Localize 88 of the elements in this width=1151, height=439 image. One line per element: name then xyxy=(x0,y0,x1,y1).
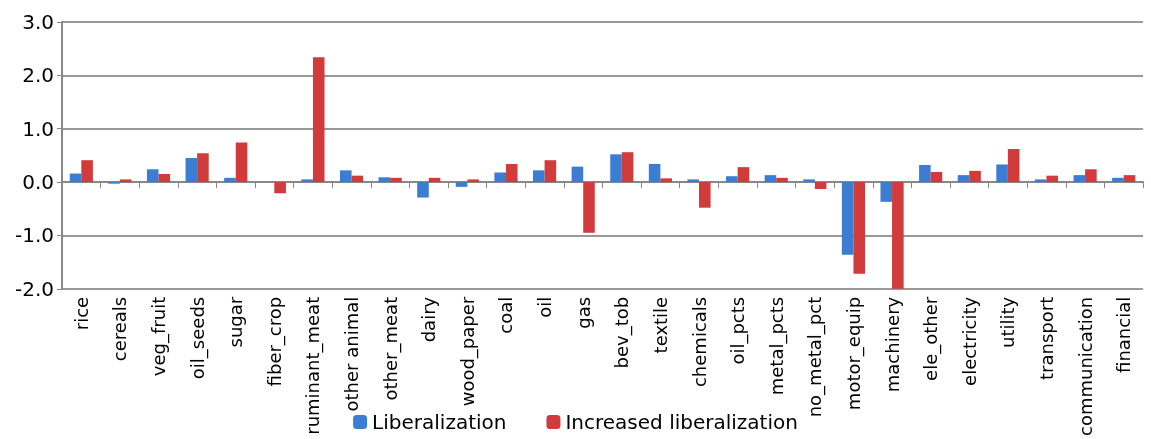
x-tick-label: other animal xyxy=(341,296,363,412)
bar xyxy=(726,176,738,183)
x-tick-label: metal_pcts xyxy=(765,296,788,396)
bar xyxy=(687,179,700,183)
x-tick-label: bev_tob xyxy=(611,296,634,369)
y-tick-label: 1.0 xyxy=(22,116,54,141)
bar xyxy=(467,179,479,183)
legend-label: Liberalization xyxy=(372,410,507,434)
bar xyxy=(776,177,788,183)
bar xyxy=(957,175,970,183)
x-tick-label: coal xyxy=(495,296,517,334)
y-tick-label: 3.0 xyxy=(22,10,54,34)
bar xyxy=(919,165,931,183)
y-tick-label: -1.0 xyxy=(14,223,54,248)
bar xyxy=(996,164,1008,183)
bar xyxy=(1034,179,1047,183)
x-tick-label: no_metal_pct xyxy=(804,296,827,418)
bar xyxy=(185,158,198,183)
bar xyxy=(880,182,893,202)
x-tick-label: gas xyxy=(572,296,594,329)
x-tick-label: cereals xyxy=(109,296,131,362)
x-tick-label: veg_fruit xyxy=(148,296,171,377)
x-tick-label: motor_equip xyxy=(842,296,865,411)
bar xyxy=(1073,175,1086,183)
y-tick-label: -2.0 xyxy=(14,276,54,301)
x-tick-label: other_meat xyxy=(379,296,402,401)
bar xyxy=(158,174,171,183)
bar xyxy=(892,182,904,289)
bar xyxy=(224,177,236,183)
x-tick-label: rice xyxy=(70,296,92,331)
x-tick-label: chemicals xyxy=(688,296,710,388)
bar xyxy=(583,182,595,233)
bar xyxy=(455,182,468,187)
bar xyxy=(621,152,634,183)
bar xyxy=(648,163,661,183)
x-tick-label: ruminant_meat xyxy=(302,296,325,435)
bar xyxy=(1007,149,1020,183)
bar xyxy=(1112,177,1124,183)
x-tick-label: communication xyxy=(1074,296,1096,436)
bar xyxy=(1085,169,1097,183)
bar xyxy=(119,179,132,183)
bar xyxy=(417,182,429,198)
y-tick-label: 0.0 xyxy=(22,170,54,195)
bar xyxy=(235,142,248,183)
bar xyxy=(969,170,981,183)
bar xyxy=(737,167,750,183)
bar xyxy=(146,169,159,183)
bar xyxy=(699,182,711,208)
x-tick-label: dairy xyxy=(418,296,440,343)
bar xyxy=(1123,175,1136,183)
bar xyxy=(378,177,391,183)
bar xyxy=(301,179,313,183)
bar xyxy=(428,177,441,183)
x-tick-label: wood_paper xyxy=(456,296,479,407)
bar xyxy=(764,175,777,183)
bar xyxy=(571,166,584,183)
x-tick-label: fiber_crop xyxy=(263,296,286,387)
bar xyxy=(390,177,402,183)
bar xyxy=(494,172,506,183)
bar xyxy=(803,179,815,183)
x-tick-label: machinery xyxy=(881,296,903,393)
x-tick-label: ele_other xyxy=(920,296,943,381)
bar xyxy=(339,170,352,183)
bar xyxy=(1046,175,1059,183)
bar xyxy=(544,160,557,183)
bar xyxy=(853,182,866,274)
x-tick-label: transport xyxy=(1035,296,1057,380)
bar xyxy=(930,171,943,183)
y-tick-label: 2.0 xyxy=(22,63,54,88)
x-tick-label: oil xyxy=(534,296,556,318)
bar xyxy=(505,163,518,183)
bar xyxy=(814,182,827,190)
bar xyxy=(660,178,672,183)
x-tick-label: financial xyxy=(1113,296,1135,373)
bar xyxy=(197,153,209,183)
x-tick-label: utility xyxy=(997,296,1019,348)
bar xyxy=(81,160,93,183)
bar xyxy=(610,154,622,183)
bar xyxy=(274,182,286,194)
bar xyxy=(533,170,545,183)
bar xyxy=(312,57,325,183)
x-tick-label: oil_seeds xyxy=(186,296,209,380)
x-tick-label: textile xyxy=(649,296,671,354)
x-tick-label: oil_pcts xyxy=(727,296,750,365)
x-tick-label: sugar xyxy=(225,296,247,348)
x-tick-label: electricity xyxy=(958,296,980,386)
legend-label: Increased liberalization xyxy=(565,410,798,434)
bar xyxy=(841,182,854,255)
